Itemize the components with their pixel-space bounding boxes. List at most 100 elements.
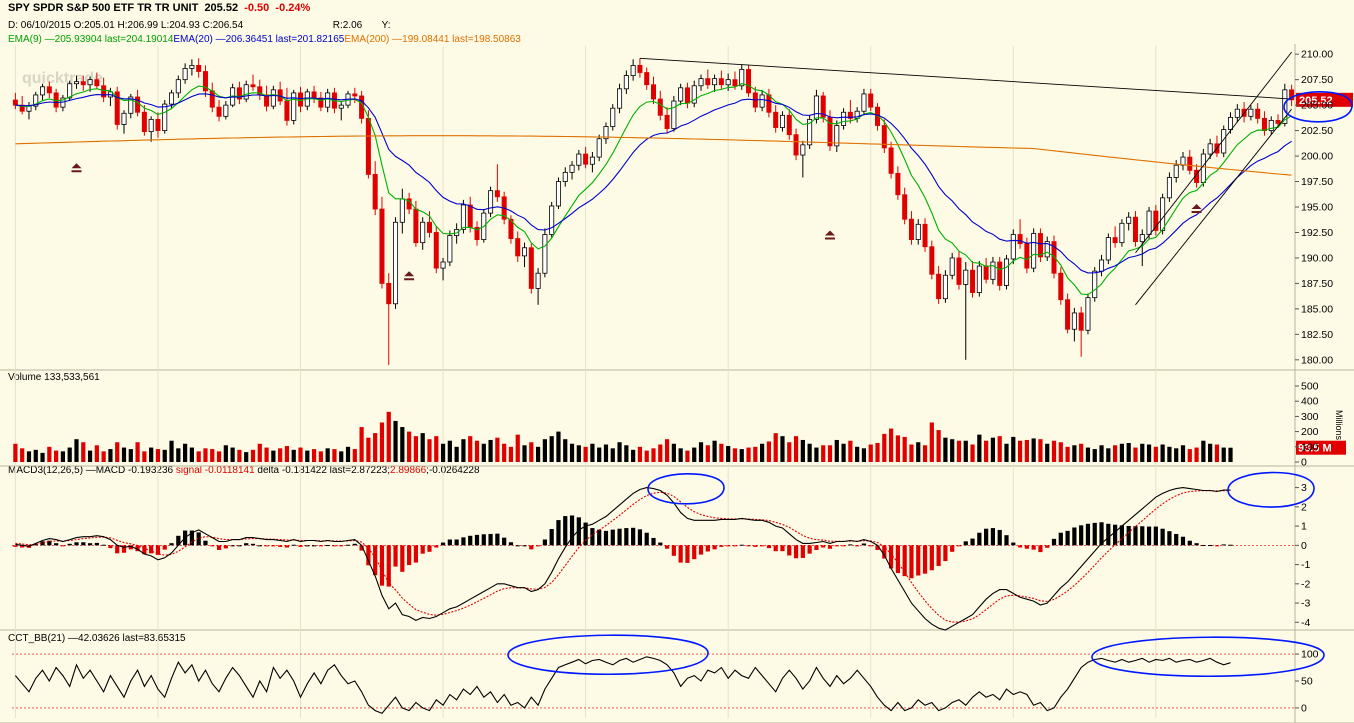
volume-bar xyxy=(1051,440,1057,462)
candle xyxy=(637,58,643,78)
candle xyxy=(589,151,595,173)
macd-histogram-bar xyxy=(257,545,262,547)
macd-rest-label: delta -0.181422 last=2.87223; xyxy=(257,465,391,476)
candle-body xyxy=(1037,233,1043,258)
candle-body xyxy=(494,190,500,198)
candle xyxy=(311,85,317,104)
volume-bar xyxy=(115,442,120,462)
candle-body xyxy=(515,238,521,257)
candle-body xyxy=(847,111,853,119)
candle-body xyxy=(1126,216,1132,224)
candle-body xyxy=(868,93,874,108)
volume-bar xyxy=(1133,447,1138,462)
volume-bar xyxy=(990,437,996,462)
macd-histogram-bar xyxy=(671,545,676,556)
candle-body xyxy=(779,114,785,128)
macd-histogram-bar xyxy=(149,545,154,554)
candle xyxy=(121,110,127,134)
macd-histogram-bar xyxy=(549,529,554,546)
volume-bar xyxy=(311,449,317,462)
volume-bar xyxy=(535,446,541,462)
volume-bar xyxy=(196,451,201,462)
candle-body xyxy=(155,118,161,131)
macd-histogram-bar xyxy=(963,541,968,546)
macd-histogram-bar xyxy=(705,545,710,552)
macd-histogram-bar xyxy=(583,522,588,546)
macd-histogram-bar xyxy=(1140,526,1145,546)
volume-bar xyxy=(678,448,683,462)
candle-body xyxy=(1261,117,1267,131)
price-axis-tick-label: 200.00 xyxy=(1301,151,1333,163)
macd-histogram-bar xyxy=(977,532,982,546)
candle-body xyxy=(325,92,331,108)
macd-histogram-bar xyxy=(393,545,398,567)
candle-body xyxy=(983,265,989,280)
volume-bar xyxy=(753,446,758,462)
candle xyxy=(1010,229,1016,265)
cct-line xyxy=(14,656,1231,714)
macd-histogram-bar xyxy=(502,537,507,546)
candle xyxy=(902,187,908,225)
candle xyxy=(474,221,480,246)
volume-bar xyxy=(549,436,554,462)
macd-line xyxy=(15,487,1231,631)
volume-bar xyxy=(726,446,731,462)
candle-body xyxy=(678,87,684,102)
candle-body xyxy=(650,84,657,100)
candle-body xyxy=(976,265,982,293)
candle xyxy=(1241,102,1247,123)
candle xyxy=(576,149,582,171)
candle xyxy=(338,102,344,121)
macd-histogram-bar xyxy=(739,544,744,546)
macd-histogram-bar xyxy=(603,530,609,546)
candle-body xyxy=(216,106,222,117)
macd-histogram-bar xyxy=(74,542,79,546)
macd-histogram-bar xyxy=(20,545,25,548)
signal-marker xyxy=(824,230,835,240)
macd-label: MACD3(12,26,5) —MACD -0.193236 xyxy=(8,465,174,476)
volume-bar xyxy=(47,446,52,462)
macd-histogram-bar xyxy=(1045,545,1050,548)
volume-bar xyxy=(1174,448,1179,462)
macd-histogram-bar xyxy=(984,528,989,546)
candle xyxy=(657,90,663,121)
volume-bar xyxy=(793,436,799,462)
macd-histogram-bar xyxy=(576,517,581,546)
candle-body xyxy=(209,90,215,108)
volume-bar xyxy=(461,439,466,462)
candle-body xyxy=(87,79,93,86)
candle xyxy=(983,257,989,284)
macd-histogram-bar xyxy=(162,545,167,550)
volume-bar xyxy=(13,443,18,462)
macd-histogram-bar xyxy=(1201,545,1206,547)
volume-bar xyxy=(284,446,290,462)
volume-bar xyxy=(352,449,357,462)
candle xyxy=(773,105,779,133)
candle-body xyxy=(284,100,290,121)
candle-body xyxy=(562,171,568,182)
volume-bar xyxy=(692,447,697,462)
annotation-circle-price xyxy=(1283,91,1353,123)
ema-legend: EMA(9) —205.93904 last=204.19014EMA(20) … xyxy=(8,34,521,45)
candle-body xyxy=(413,208,419,244)
candle xyxy=(1105,233,1111,265)
macd-histogram-bar xyxy=(108,545,113,549)
candle xyxy=(997,256,1003,291)
candle-body xyxy=(915,223,921,241)
volume-bar xyxy=(407,431,412,462)
macd-histogram-bar xyxy=(875,545,880,550)
macd-histogram-bar xyxy=(916,545,921,576)
candle xyxy=(963,262,969,360)
macd-histogram-bar xyxy=(176,535,181,546)
candle-body xyxy=(386,283,392,305)
volume-bar xyxy=(766,441,772,462)
candle-body xyxy=(684,87,690,104)
volume-bar xyxy=(739,449,744,462)
macd-histogram-bar xyxy=(685,545,690,563)
macd-histogram-bar xyxy=(631,527,636,546)
macd-histogram-bar xyxy=(440,542,446,546)
candle-body xyxy=(223,104,229,117)
candle-body xyxy=(189,64,195,69)
macd-histogram-bar xyxy=(142,545,147,555)
